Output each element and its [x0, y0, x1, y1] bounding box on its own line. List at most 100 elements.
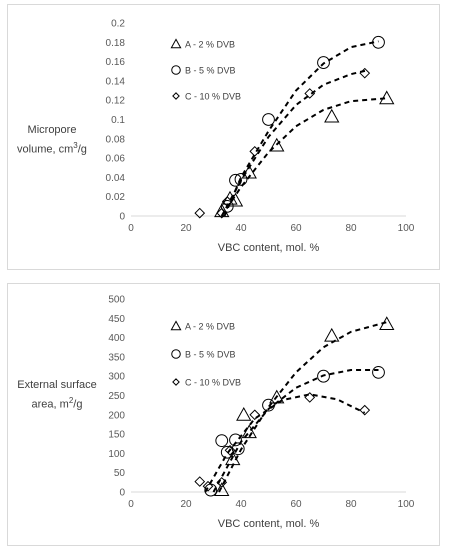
x-tick-label: 60: [290, 223, 302, 234]
y-tick-label: 0: [119, 212, 125, 223]
x-axis-title: VBC content, mol. %: [218, 518, 320, 530]
legend-label: C - 10 % DVB: [185, 92, 241, 102]
y-tick-label: 0.14: [106, 76, 126, 87]
data-point-diamond: [304, 392, 316, 403]
y-tick-label: 0.12: [106, 96, 126, 107]
y-tick-label: 250: [108, 391, 125, 402]
y-axis-title-sup: 2: [68, 396, 74, 405]
data-point-triangle: [324, 108, 340, 123]
data-point-triangle: [241, 424, 257, 439]
legend-label: A - 2 % DVB: [185, 322, 235, 332]
data-point-triangle: [214, 482, 230, 497]
x-tick-label: 0: [128, 223, 134, 234]
y-axis-title: External surface area, m2/g: [8, 378, 106, 413]
data-point-triangle: [379, 316, 395, 331]
data-point-triangle: [225, 451, 241, 466]
data-point-triangle: [214, 203, 230, 218]
legend-label: C - 10 % DVB: [185, 378, 241, 388]
data-point-circle: [220, 199, 234, 213]
y-tick-label: 0.04: [106, 173, 126, 184]
micropore-chart-panel: 0 0.02 0.04 0.06 0.08 0.1 0.12 0.14 0.16 0.18 0.2 0…: [7, 4, 440, 270]
data-point-diamond: [224, 444, 236, 456]
trend-line-triangle: [218, 321, 388, 493]
y-tick-label: 0.16: [106, 57, 126, 68]
data-point-circle: [234, 172, 248, 186]
data-point-diamond: [304, 88, 316, 99]
x-tick-label: 60: [290, 499, 302, 510]
y-tick-label: 100: [108, 449, 125, 460]
y-axis-title-unit: /g: [73, 398, 83, 411]
data-point-triangle: [227, 192, 244, 207]
data-point-diamond: [216, 476, 228, 488]
data-point-diamond: [249, 145, 261, 157]
y-axis-title-line1: Micropore: [27, 124, 77, 136]
data-point-circle: [372, 365, 385, 379]
y-axis-title-line2: volume, cm: [17, 143, 74, 156]
y-axis-title: Micropore volume, cm3/g: [8, 123, 96, 158]
x-tick-label: 40: [235, 499, 247, 510]
x-tick-label: 80: [345, 499, 357, 510]
y-tick-label: 0.1: [111, 115, 125, 126]
legend-triangle-icon: [170, 320, 182, 331]
y-tick-label: 50: [114, 468, 126, 479]
legend-circle-icon: [171, 65, 181, 75]
data-point-circle: [231, 442, 245, 456]
y-tick-label: 0.02: [106, 192, 126, 203]
data-point-diamond: [194, 476, 206, 487]
y-tick-label: 200: [108, 410, 125, 421]
y-axis-title-sup: 3: [73, 141, 78, 150]
trend-line-diamond: [204, 393, 366, 493]
data-point-triangle: [269, 389, 285, 404]
surface-area-chart-panel: 0 50 100 150 200 250 300 350 400 450 500 0 20 40 60 80 1…: [7, 283, 440, 546]
x-tick-label: 0: [128, 499, 134, 510]
y-tick-label: 0.2: [111, 19, 125, 30]
y-axis-title-line2: area, m: [31, 398, 69, 411]
x-tick-label: 100: [398, 223, 415, 234]
y-tick-label: 350: [108, 352, 125, 363]
trend-line-triangle: [220, 97, 387, 217]
trend-line-diamond: [220, 69, 368, 217]
y-tick-label: 0: [119, 488, 125, 499]
y-tick-label: 0.06: [106, 154, 126, 165]
legend-label: B - 5 % DVB: [185, 350, 236, 360]
trend-line-circle: [212, 369, 379, 493]
legend-circle-icon: [171, 349, 181, 359]
legend-label: B - 5 % DVB: [185, 66, 236, 76]
x-tick-label: 80: [345, 223, 357, 234]
trend-line-circle: [223, 40, 379, 217]
y-tick-label: 0.18: [106, 38, 126, 49]
data-point-diamond: [216, 207, 228, 219]
data-point-circle: [262, 398, 275, 412]
data-point-diamond: [194, 207, 206, 219]
legend-diamond-icon: [172, 92, 180, 100]
data-point-triangle: [241, 164, 257, 179]
data-point-circle: [372, 35, 385, 49]
x-tick-label: 20: [180, 499, 192, 510]
y-axis-title-unit: /g: [77, 143, 87, 156]
y-tick-label: 300: [108, 372, 125, 383]
data-point-triangle: [269, 137, 285, 152]
data-point-circle: [229, 433, 242, 447]
x-axis-title: VBC content, mol. %: [218, 242, 320, 254]
data-point-diamond: [359, 404, 371, 416]
data-point-triangle: [324, 327, 340, 342]
data-point-diamond: [202, 480, 214, 492]
x-tick-label: 100: [398, 499, 415, 510]
data-point-triangle: [236, 406, 252, 421]
x-tick-label: 40: [235, 223, 247, 234]
y-tick-label: 450: [108, 314, 125, 325]
legend-triangle-icon: [170, 38, 182, 49]
surface-area-chart: 0 50 100 150 200 250 300 350 400 450 500 0 20 40 60 80 1…: [108, 295, 415, 531]
data-point-circle: [229, 173, 242, 187]
data-point-triangle: [379, 90, 395, 105]
y-tick-label: 150: [108, 430, 125, 441]
x-tick-label: 20: [180, 223, 192, 234]
y-axis-title-line1: External surface: [17, 379, 97, 391]
data-point-diamond: [221, 196, 233, 207]
legend-label: A - 2 % DVB: [185, 40, 235, 50]
data-point-diamond: [359, 67, 371, 79]
y-tick-label: 400: [108, 333, 125, 344]
y-tick-label: 500: [108, 295, 125, 306]
y-tick-label: 0.08: [106, 134, 126, 145]
data-point-circle: [317, 369, 330, 383]
